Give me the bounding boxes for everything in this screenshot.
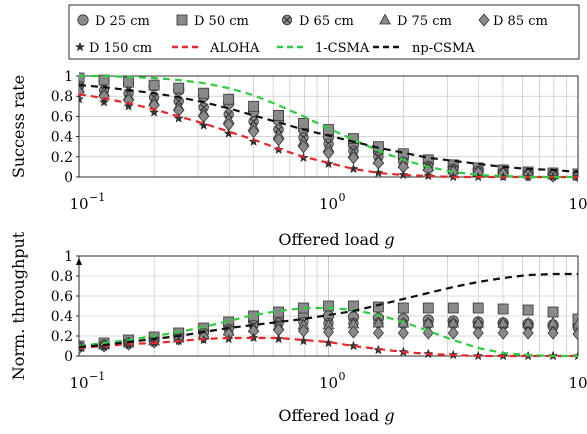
data-point [198, 87, 210, 99]
legend-label: np-CSMA [412, 41, 475, 56]
y-tick-label: 0.2 [51, 150, 73, 166]
y-tick-label: 0.8 [51, 269, 73, 285]
x-tick-exponent: 0 [339, 370, 346, 383]
data-point [348, 133, 359, 145]
x-tick-label: 10 [568, 374, 587, 392]
data-point [472, 302, 484, 314]
data-point [472, 326, 484, 340]
y-axis-label: Success rate [9, 75, 28, 178]
x-tick-label: 10 [319, 195, 338, 213]
data-point [248, 100, 260, 112]
legend-box [68, 4, 580, 60]
x-tick-exponent: −1 [89, 370, 105, 383]
data-point [149, 107, 160, 117]
data-point [547, 326, 559, 340]
data-point [522, 304, 534, 316]
data-point [397, 302, 409, 314]
y-tick-label: 0.6 [51, 289, 73, 305]
data-point [273, 109, 285, 121]
data-point [422, 302, 434, 314]
y-tick-label: 1 [64, 249, 73, 265]
data-point [347, 325, 359, 339]
data-point [572, 313, 578, 325]
data-point [447, 302, 459, 314]
x-tick-label: 10 [69, 195, 88, 213]
legend-label: D 85 cm [493, 14, 548, 29]
data-point [223, 93, 235, 105]
x-tick-label: 10 [568, 195, 587, 213]
legend-marker-circle [77, 14, 89, 26]
data-point [522, 326, 534, 340]
y-tick-label: 0.2 [51, 329, 73, 345]
data-point [98, 96, 110, 107]
y-tick-label: 0.4 [51, 309, 73, 325]
data-point [79, 72, 85, 84]
plot-frame [78, 75, 579, 178]
x-tick-exponent: −1 [89, 191, 105, 204]
legend-marker-triangle [379, 13, 391, 25]
data-point [323, 300, 334, 312]
x-axis-label: Offered load g [278, 230, 394, 249]
data-point [398, 169, 409, 180]
x-axis-label: Offered load g [278, 406, 394, 425]
legend-label: D 150 cm [89, 41, 152, 56]
legend-marker-star [74, 41, 86, 52]
legend-marker-square [176, 14, 188, 26]
legend-label: ALOHA [209, 41, 260, 56]
data-point [198, 120, 209, 130]
y-tick-label: 0.4 [51, 130, 73, 146]
data-point [497, 326, 509, 340]
data-point [348, 340, 359, 351]
data-point [173, 113, 184, 123]
series-line-1-csma [79, 74, 578, 179]
series-line-1-csma [79, 306, 578, 358]
series-line-np-csma [79, 83, 578, 174]
series-line-np-csma [79, 272, 578, 349]
x-tick-label: 10 [319, 374, 338, 392]
data-point [79, 93, 85, 104]
data-layer [79, 72, 578, 183]
legend-marker-diamond [478, 13, 490, 27]
data-point [372, 326, 384, 340]
legend-label: 1-CSMA [315, 41, 370, 56]
data-point [572, 317, 578, 329]
data-point [373, 301, 384, 313]
data-point [497, 303, 509, 315]
x-tick-exponent: 0 [339, 191, 346, 204]
x-tick-label: 10 [69, 374, 88, 392]
legend-label: D 50 cm [194, 14, 249, 29]
y-tick-label: 0 [64, 170, 73, 186]
data-point [123, 76, 134, 88]
legend: D 25 cm D 50 cm D 65 cm D 75 cm D 85 cm D 150… [68, 4, 580, 60]
data-point [173, 82, 185, 94]
data-point [273, 306, 285, 318]
legend-label: D 65 cm [299, 14, 354, 29]
y-axis-label: Norm. throughput [9, 231, 28, 380]
series-line-aloha [79, 93, 578, 179]
legend-label: D 75 cm [397, 14, 452, 29]
data-point [298, 118, 309, 129]
plot-frame [78, 255, 579, 357]
legend-marker-otimes [281, 14, 293, 26]
data-point [447, 326, 459, 340]
data-layer [79, 272, 578, 361]
data-point [148, 79, 160, 91]
data-point [397, 326, 409, 340]
y-tick-label: 0.6 [51, 109, 73, 125]
y-axis-arrow [76, 258, 82, 265]
y-tick-label: 0.8 [51, 89, 73, 105]
data-point [572, 327, 578, 341]
legend-label: D 25 cm [95, 14, 150, 29]
y-tick-label: 0 [64, 349, 73, 365]
data-point [547, 306, 559, 318]
y-tick-label: 1 [64, 69, 73, 85]
